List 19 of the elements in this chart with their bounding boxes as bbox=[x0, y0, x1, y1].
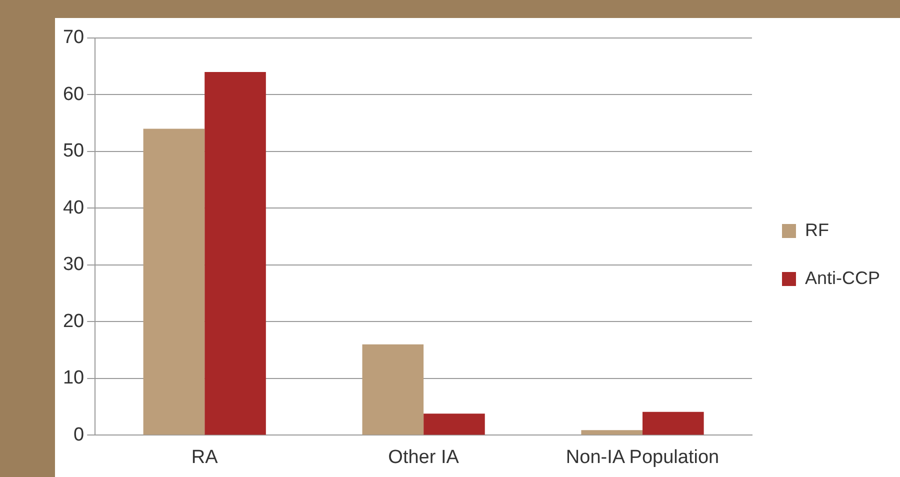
y-tick-label: 30 bbox=[62, 254, 84, 276]
x-tick-label: Other IA bbox=[388, 446, 460, 468]
legend-label: Anti-CCP bbox=[804, 268, 880, 288]
bar bbox=[204, 72, 266, 435]
bar bbox=[581, 430, 643, 435]
bar bbox=[143, 128, 205, 435]
x-tick-label: RA bbox=[191, 446, 218, 468]
y-tick-label: 70 bbox=[62, 27, 84, 48]
bar bbox=[362, 344, 424, 435]
bar bbox=[424, 414, 485, 435]
y-tick-label: 40 bbox=[62, 197, 84, 218]
y-tick-label: 60 bbox=[62, 84, 84, 105]
y-tick-label: 20 bbox=[62, 310, 84, 332]
bar bbox=[642, 412, 704, 435]
x-tick-label: Non-IA Population bbox=[566, 446, 720, 468]
y-tick-label: 10 bbox=[62, 368, 84, 389]
y-tick-label: 0 bbox=[74, 424, 84, 446]
legend-label: RF bbox=[804, 220, 829, 240]
y-tick-label: 50 bbox=[62, 140, 84, 162]
